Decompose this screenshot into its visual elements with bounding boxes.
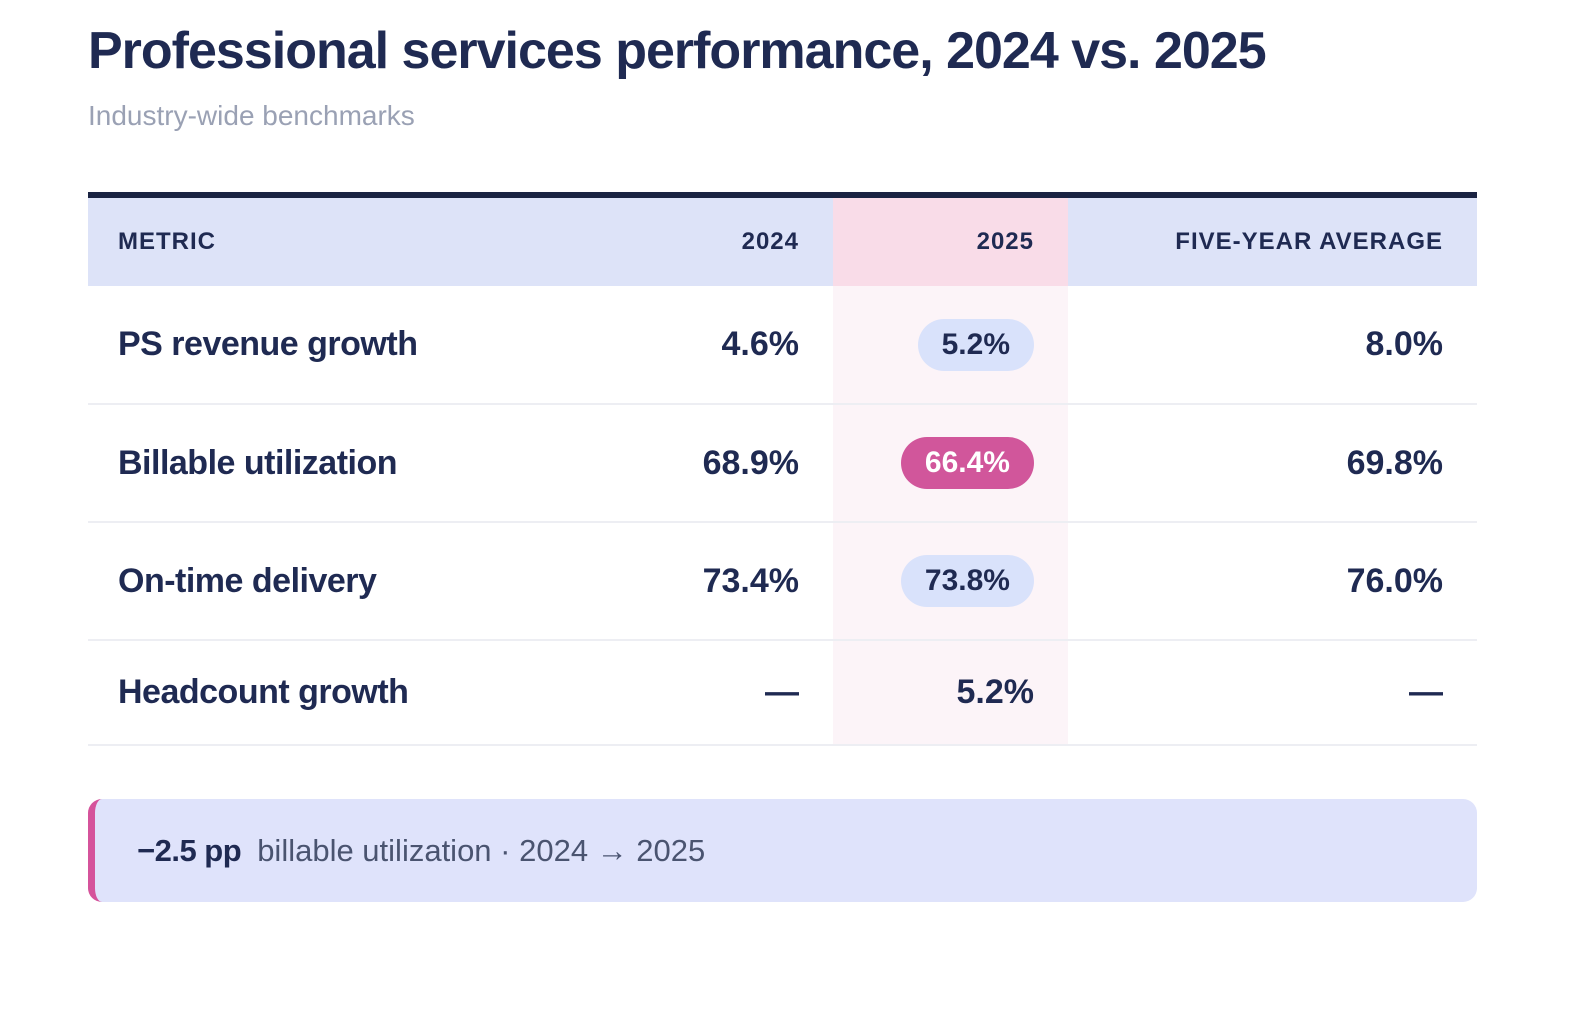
header-row: METRIC 2024 2025 FIVE-YEAR AVERAGE bbox=[88, 198, 1477, 287]
column-header-metric: METRIC bbox=[88, 198, 560, 287]
benchmarks-table: METRIC 2024 2025 FIVE-YEAR AVERAGE PS re… bbox=[88, 192, 1477, 747]
table-row-ps-revenue-growth: PS revenue growth 4.6% 5.2% 8.0% bbox=[88, 286, 1477, 406]
value-five-year-average: 8.0% bbox=[1068, 286, 1477, 406]
value-2024: — bbox=[560, 640, 833, 747]
report-page: Professional services performance, 2024 … bbox=[88, 22, 1477, 903]
metrics-table: METRIC 2024 2025 FIVE-YEAR AVERAGE PS re… bbox=[88, 198, 1477, 747]
value-2025-cell: 66.4% bbox=[833, 404, 1068, 524]
value-2025-badge: 73.8% bbox=[900, 555, 1034, 608]
column-header-2025: 2025 bbox=[833, 198, 1068, 287]
value-five-year-average: — bbox=[1068, 640, 1477, 747]
value-2024: 4.6% bbox=[560, 286, 833, 406]
page-title: Professional services performance, 2024 … bbox=[88, 22, 1267, 80]
value-2025-cell: 73.8% bbox=[833, 522, 1068, 642]
table-row-on-time-delivery: On-time delivery 73.4% 73.8% 76.0% bbox=[88, 522, 1477, 642]
column-header-2024: 2024 bbox=[560, 198, 833, 287]
metric-label: On-time delivery bbox=[88, 522, 560, 642]
value-2024: 73.4% bbox=[560, 522, 833, 642]
metric-label: Billable utilization bbox=[88, 404, 560, 524]
callout-delta-banner: −2.5 pp billable utilization · 2024 → 20… bbox=[88, 799, 1477, 903]
table-body: PS revenue growth 4.6% 5.2% 8.0% Billabl… bbox=[88, 286, 1477, 747]
value-five-year-average: 69.8% bbox=[1068, 404, 1477, 524]
table-row-headcount-growth: Headcount growth — 5.2% — bbox=[88, 640, 1477, 747]
callout-description: billable utilization · 2024 → 2025 bbox=[257, 832, 706, 868]
value-2024: 68.9% bbox=[560, 404, 833, 524]
column-header-five-year-average: FIVE-YEAR AVERAGE bbox=[1068, 198, 1477, 287]
value-five-year-average: 76.0% bbox=[1068, 522, 1477, 642]
value-2025-badge-negative: 66.4% bbox=[900, 437, 1034, 490]
metric-label: PS revenue growth bbox=[88, 286, 560, 406]
value-2025-badge: 5.2% bbox=[917, 318, 1034, 371]
table-row-billable-utilization: Billable utilization 68.9% 66.4% 69.8% bbox=[88, 404, 1477, 524]
callout-delta-value: −2.5 pp bbox=[137, 832, 242, 868]
table-header: METRIC 2024 2025 FIVE-YEAR AVERAGE bbox=[88, 198, 1477, 287]
page-subtitle: Industry-wide benchmarks bbox=[88, 100, 415, 132]
metric-label: Headcount growth bbox=[88, 640, 560, 747]
value-2025-cell: 5.2% bbox=[833, 286, 1068, 406]
value-2025-cell: 5.2% bbox=[833, 640, 1068, 747]
